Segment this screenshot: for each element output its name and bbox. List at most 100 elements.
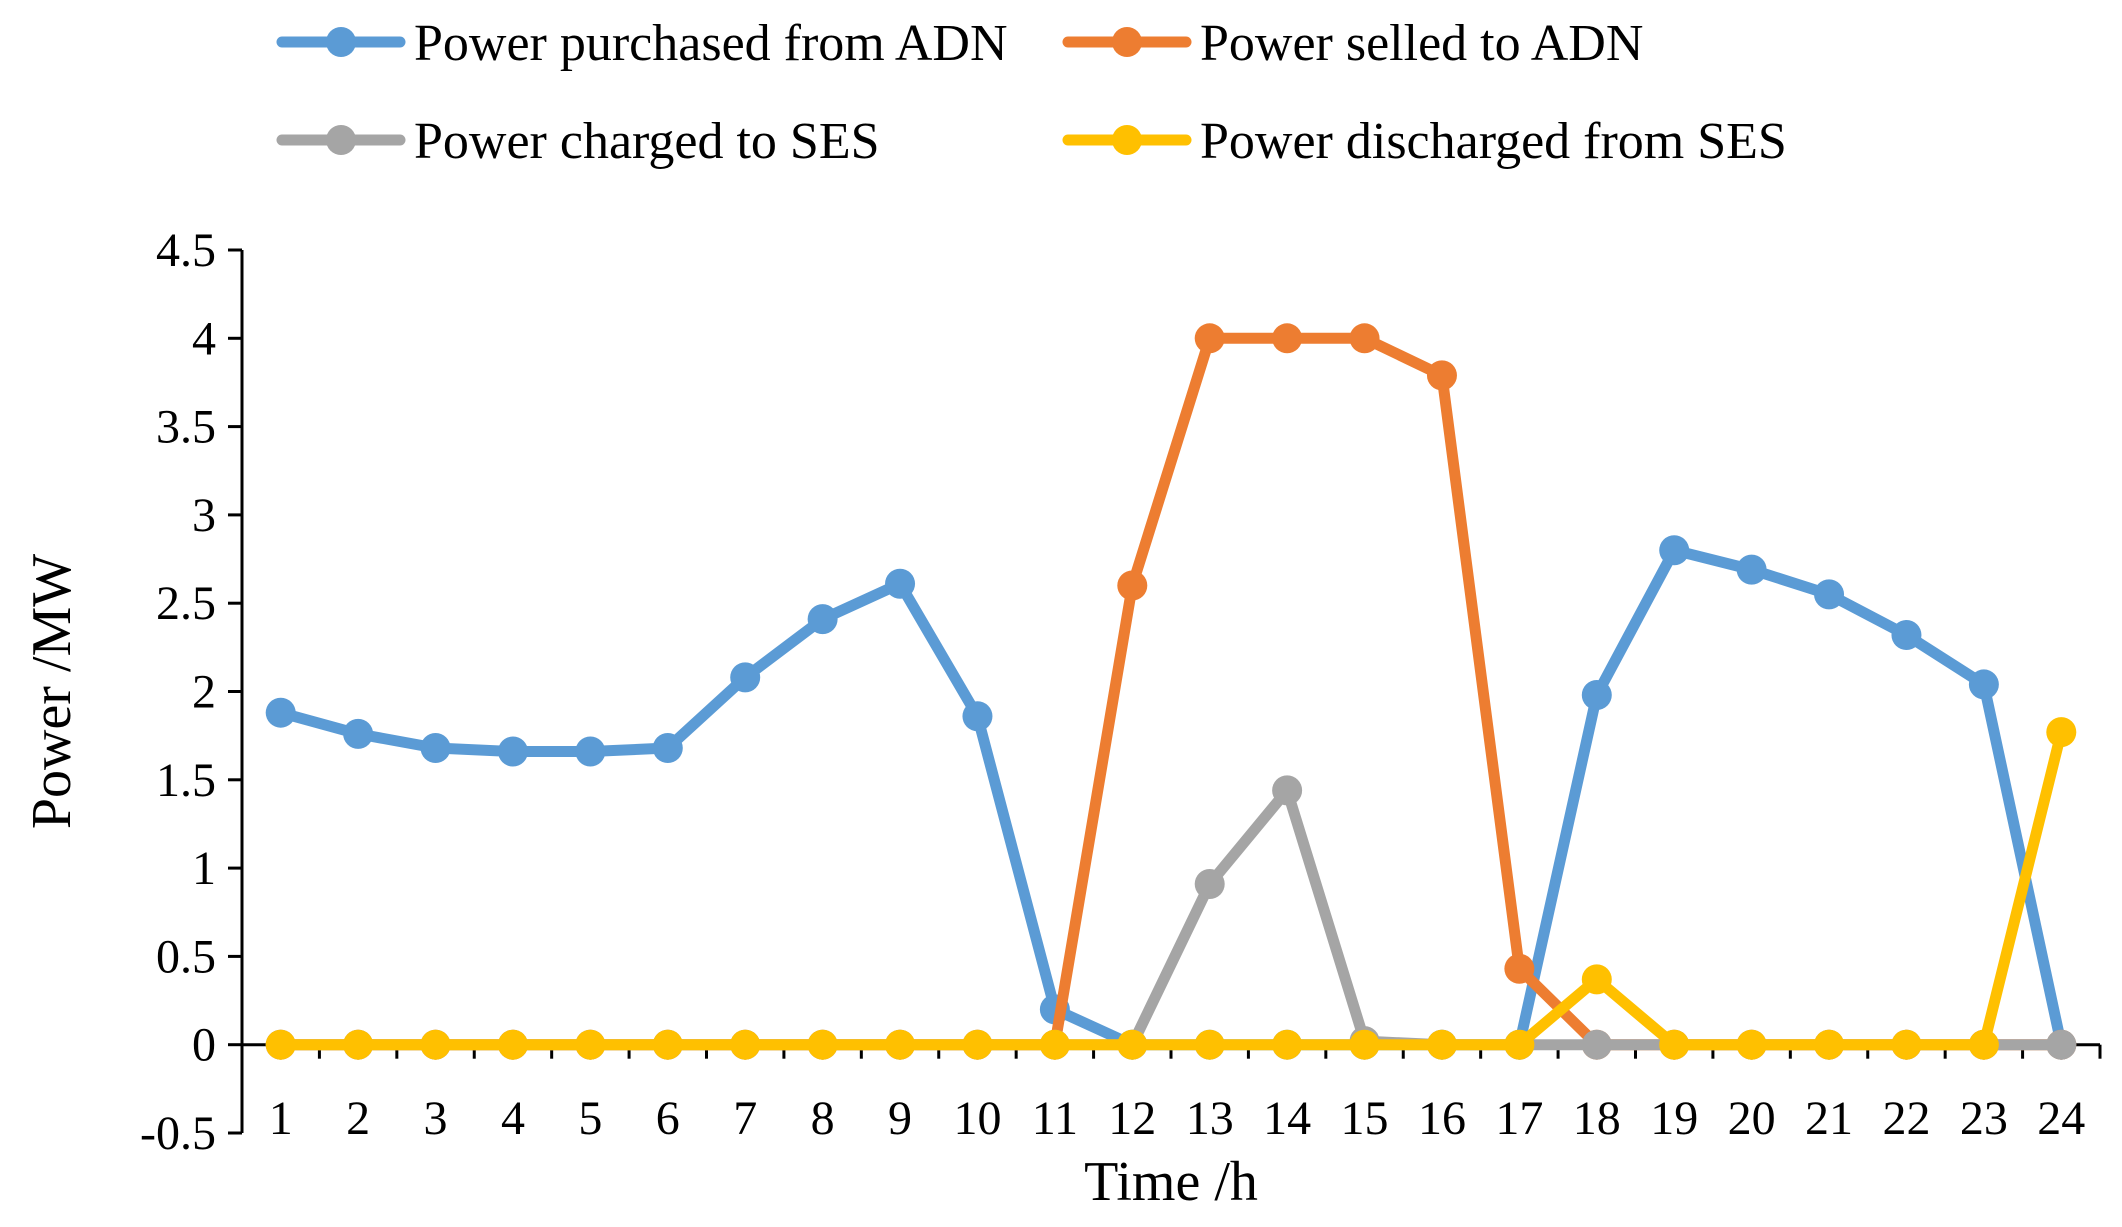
data-point: [1581, 1029, 1612, 1060]
data-point: [807, 604, 838, 635]
data-point: [1891, 1029, 1922, 1060]
series-line: [275, 726, 2067, 1051]
data-point: [1581, 680, 1612, 711]
x-tick-label: 7: [733, 1092, 757, 1145]
y-tick-label: 4.5: [156, 224, 216, 277]
x-tick-label: 16: [1418, 1092, 1466, 1145]
x-tick-label: 24: [2037, 1092, 2085, 1145]
legend-label: Power charged to SES: [414, 113, 880, 170]
data-point: [1426, 360, 1457, 391]
legend-label: Power discharged from SES: [1200, 113, 1787, 170]
data-point: [1814, 579, 1845, 610]
data-point: [1272, 323, 1303, 354]
data-point: [730, 1029, 761, 1060]
legend-swatch-marker: [326, 27, 356, 57]
series-group: [265, 323, 2077, 1060]
legend: Power purchased from ADN Power selled to …: [276, 15, 1787, 170]
x-tick-label: 3: [424, 1092, 448, 1145]
x-tick-label: 23: [1960, 1092, 2008, 1145]
data-point: [1504, 953, 1535, 984]
data-point: [1039, 1029, 1070, 1060]
x-tick-label: 22: [1882, 1092, 1930, 1145]
data-point: [1736, 1029, 1767, 1060]
x-tick-label: 5: [578, 1092, 602, 1145]
x-tick-label: 14: [1263, 1092, 1311, 1145]
x-tick-label: 12: [1108, 1092, 1156, 1145]
x-tick-label: 2: [346, 1092, 370, 1145]
x-axis-title: Time /h: [1084, 1151, 1258, 1213]
data-point: [1349, 1029, 1380, 1060]
x-tick-label: 4: [501, 1092, 525, 1145]
y-tick-label: -0.5: [140, 1107, 216, 1160]
y-tick-label: 2: [192, 666, 216, 719]
series-line: [275, 332, 2067, 1051]
y-axis-ticks: -0.5 0 0.5 1 1.5 2 2.5 3 3.5 4 4.5: [140, 224, 242, 1160]
data-point: [1736, 554, 1767, 585]
data-point: [885, 1029, 916, 1060]
x-tick-label: 1: [269, 1092, 293, 1145]
data-point: [1272, 775, 1303, 806]
data-point: [1659, 1029, 1690, 1060]
data-point: [885, 568, 916, 599]
legend-item: Power selled to ADN: [1062, 15, 1643, 72]
y-tick-label: 2.5: [156, 577, 216, 630]
y-tick-label: 1.5: [156, 754, 216, 807]
data-point: [1426, 1029, 1457, 1060]
x-axis-ticks: 1 2 3 4 5 6 7 8 9 10 11 12 13 14 15 16 17 18 19 20 21 22 23 24: [240, 1044, 2102, 1145]
legend-swatch-marker: [1112, 27, 1142, 57]
data-point: [575, 1029, 606, 1060]
y-tick-label: 0.5: [156, 930, 216, 983]
data-point: [2046, 1029, 2077, 1060]
data-point: [265, 697, 296, 728]
data-point: [1504, 1029, 1535, 1060]
legend-item: Power charged to SES: [276, 113, 880, 170]
data-point: [962, 701, 993, 732]
data-point: [1194, 323, 1225, 354]
y-tick-label: 3: [192, 489, 216, 542]
data-point: [962, 1029, 993, 1060]
axes: -0.500.511.522.533.544.5 1 2 3 4 5 6 7 8 9 10 11 12…: [140, 224, 2102, 1160]
data-point: [1968, 1029, 1999, 1060]
data-point: [2046, 717, 2077, 748]
data-point: [1349, 323, 1380, 354]
series-4: [265, 717, 2077, 1060]
x-tick-label: 20: [1728, 1092, 1776, 1145]
series-2: [265, 323, 2077, 1060]
data-point: [420, 1029, 451, 1060]
x-tick-label: 6: [656, 1092, 680, 1145]
data-point: [1194, 868, 1225, 899]
data-point: [1968, 669, 1999, 700]
data-point: [420, 733, 451, 764]
x-tick-label: 15: [1341, 1092, 1389, 1145]
x-tick-label: 9: [888, 1092, 912, 1145]
x-tick-label: 19: [1650, 1092, 1698, 1145]
data-point: [497, 1029, 528, 1060]
data-point: [807, 1029, 838, 1060]
x-tick-label: 13: [1186, 1092, 1234, 1145]
x-tick-label: 10: [953, 1092, 1001, 1145]
series-1: [265, 535, 2077, 1060]
data-point: [730, 662, 761, 693]
data-point: [1272, 1029, 1303, 1060]
series-line: [275, 784, 2067, 1051]
series-3: [265, 775, 2077, 1060]
data-point: [1659, 535, 1690, 566]
x-tick-label: 8: [811, 1092, 835, 1145]
y-tick-label: 4: [192, 312, 216, 365]
y-tick-label: 1: [192, 842, 216, 895]
legend-label: Power purchased from ADN: [414, 15, 1008, 72]
data-point: [652, 1029, 683, 1060]
data-point: [1891, 619, 1922, 650]
data-point: [1814, 1029, 1845, 1060]
legend-swatch-marker: [326, 125, 356, 155]
legend-label: Power selled to ADN: [1200, 15, 1643, 72]
data-point: [497, 736, 528, 767]
data-point: [1117, 570, 1148, 601]
y-axis-title: Power /MW: [21, 554, 83, 829]
data-point: [1194, 1029, 1225, 1060]
data-point: [265, 1029, 296, 1060]
data-point: [1581, 964, 1612, 995]
x-tick-label: 18: [1573, 1092, 1621, 1145]
data-point: [575, 736, 606, 767]
y-tick-label: 3.5: [156, 401, 216, 454]
